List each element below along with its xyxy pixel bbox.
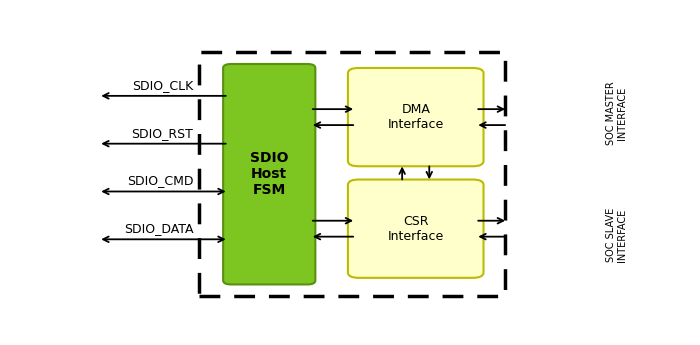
Text: SDIO_CMD: SDIO_CMD [127,174,193,187]
Text: DMA
Interface: DMA Interface [388,103,444,131]
Text: SDIO_DATA: SDIO_DATA [124,222,193,235]
Text: SOC MASTER
INTERFACE: SOC MASTER INTERFACE [606,81,627,145]
Text: SDIO
Host
FSM: SDIO Host FSM [250,151,288,197]
Text: SDIO_CLK: SDIO_CLK [132,79,193,92]
Text: SOC SLAVE
INTERFACE: SOC SLAVE INTERFACE [606,208,627,263]
Text: SDIO_RST: SDIO_RST [132,127,193,139]
FancyBboxPatch shape [348,68,484,166]
FancyBboxPatch shape [348,179,484,278]
FancyBboxPatch shape [223,64,315,285]
Text: CSR
Interface: CSR Interface [388,215,444,243]
Bar [199,52,505,296]
